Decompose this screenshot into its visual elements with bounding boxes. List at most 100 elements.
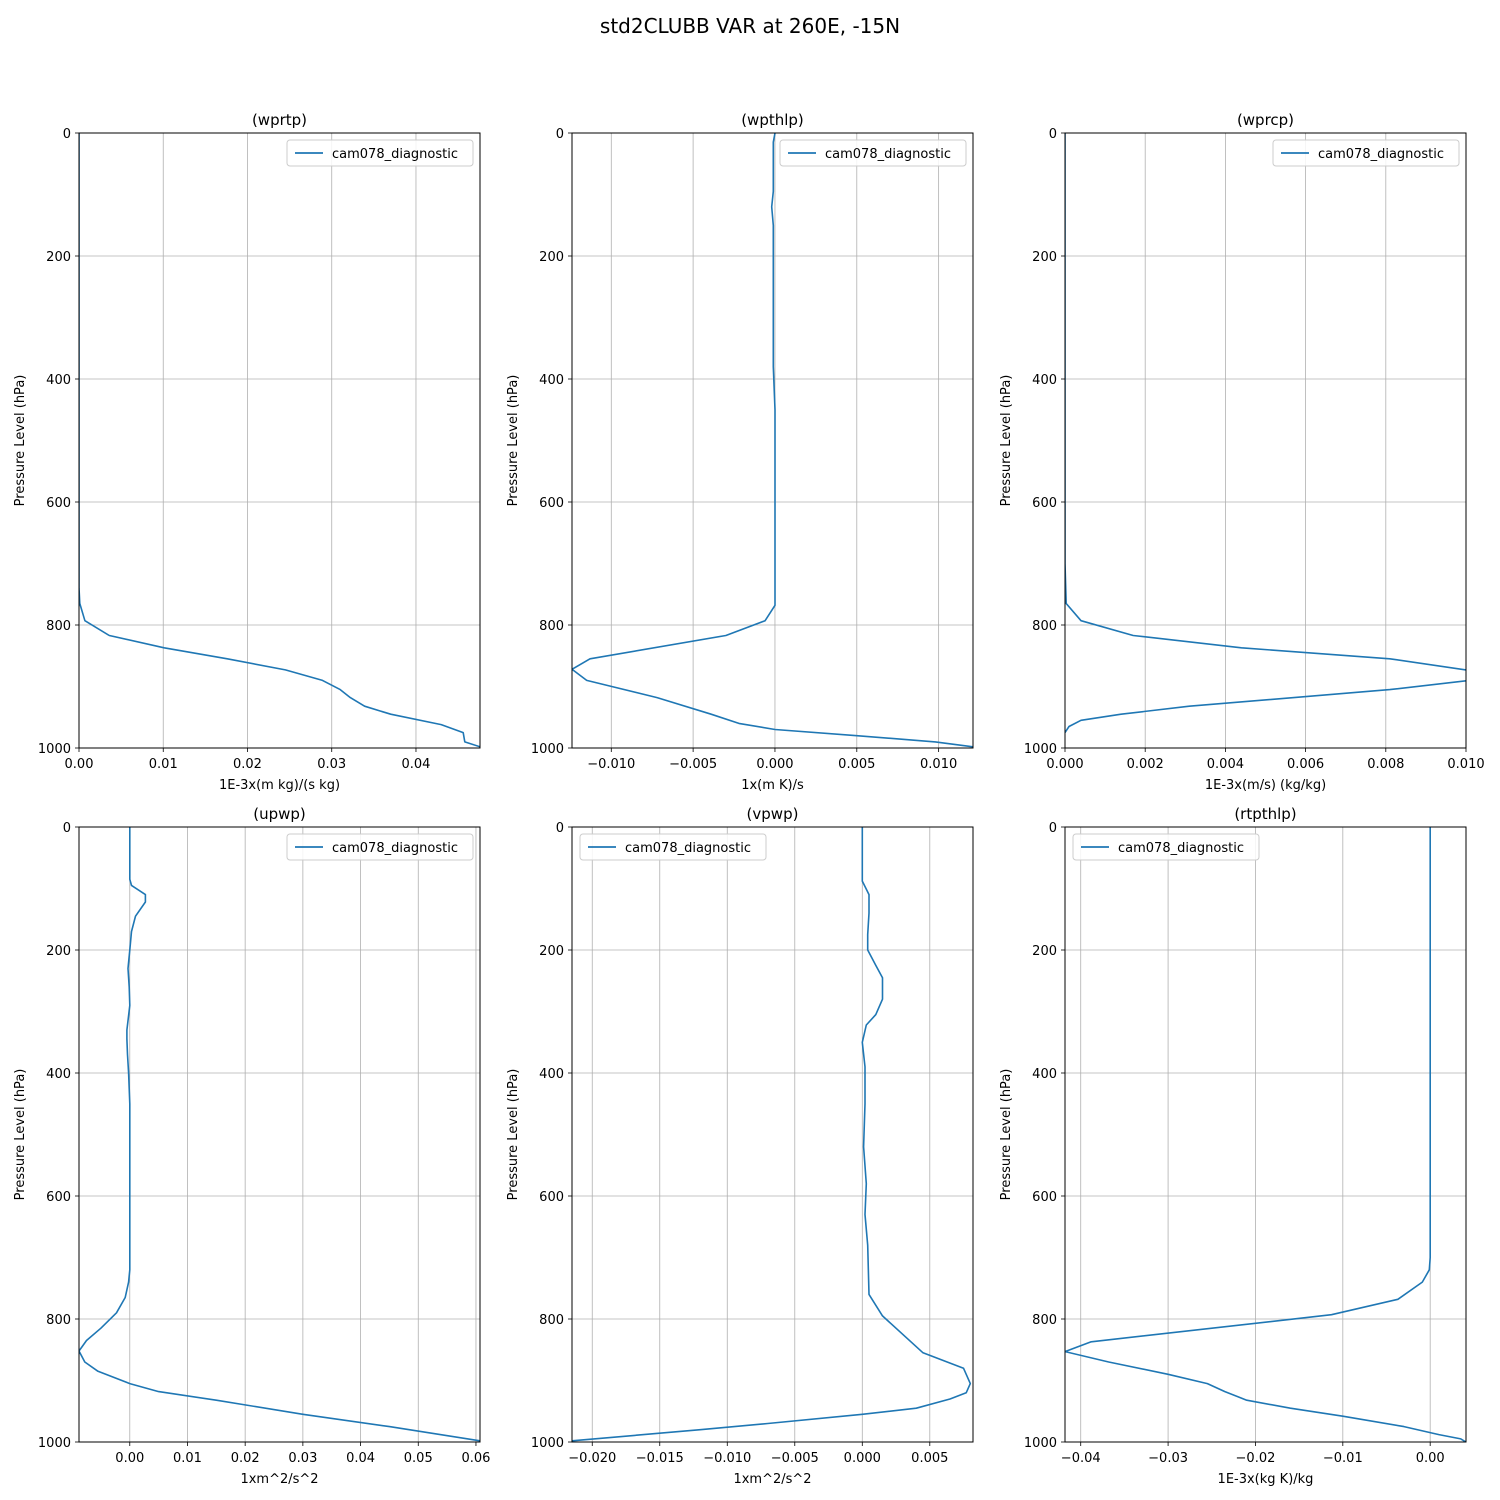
x-tick-label: 0.04 (401, 757, 430, 772)
x-tick-label: 0.000 (1046, 757, 1083, 772)
y-tick-label: 200 (539, 250, 564, 265)
legend-label: cam078_diagnostic (332, 147, 458, 162)
legend: cam078_diagnostic (579, 833, 767, 861)
x-tick-label: 0.06 (461, 1451, 490, 1466)
y-tick-label: 0 (1049, 127, 1057, 142)
y-tick-label: 800 (1032, 619, 1057, 634)
y-tick-label: 400 (46, 373, 71, 388)
panel-title: (wprtp) (252, 111, 307, 129)
y-tick-label: 1000 (1024, 742, 1057, 757)
x-tick-label: −0.03 (1148, 1451, 1188, 1466)
y-tick-label: 600 (539, 496, 564, 511)
plot-frame (78, 826, 481, 1443)
y-tick-label: 800 (539, 619, 564, 634)
legend-box (286, 139, 474, 167)
panel-title: (wpthlp) (741, 111, 804, 129)
legend: cam078_diagnostic (1072, 833, 1260, 861)
legend-label: cam078_diagnostic (825, 147, 951, 162)
y-tick-label: 200 (46, 944, 71, 959)
panel-title: (upwp) (253, 805, 306, 823)
x-tick-label: −0.020 (568, 1451, 616, 1466)
x-tick-label: 0.004 (1207, 757, 1244, 772)
y-axis-label: Pressure Level (hPa) (506, 375, 521, 507)
y-tick-label: 400 (539, 1067, 564, 1082)
x-tick-label: 0.04 (346, 1451, 375, 1466)
plot-frame (1064, 826, 1467, 1443)
x-axis-label: 1E-3x(m kg)/(s kg) (219, 778, 340, 793)
chart-panel: −0.010 −0.005 0.000 0.005 0.010 0 200 400 600 800… (506, 111, 974, 793)
y-axis-label: Pressure Level (hPa) (999, 1069, 1014, 1201)
y-tick-label: 1000 (38, 1436, 71, 1451)
legend-label: cam078_diagnostic (332, 841, 458, 856)
x-tick-label: 0.01 (173, 1451, 202, 1466)
y-tick-label: 200 (1032, 944, 1057, 959)
legend-box (1272, 139, 1460, 167)
y-tick-label: 400 (1032, 373, 1057, 388)
x-tick-label: 0.005 (838, 757, 875, 772)
y-tick-label: 0 (556, 127, 564, 142)
y-tick-label: 1000 (38, 742, 71, 757)
x-axis-label: 1xm^2/s^2 (733, 1472, 811, 1487)
panel-title: (vpwp) (747, 805, 799, 823)
legend-box (286, 833, 474, 861)
x-tick-label: 0.03 (288, 1451, 317, 1466)
figure-title: std2CLUBB VAR at 260E, -15N (599, 14, 901, 38)
chart-panel: 0.00 0.01 0.02 0.03 0.04 0.05 0.06 0 200 400 600 80… (13, 805, 490, 1487)
plot-frame (571, 826, 974, 1443)
x-tick-label: 0.005 (911, 1451, 948, 1466)
x-axis-label: 1x(m K)/s (741, 778, 804, 793)
y-tick-label: 1000 (1024, 1436, 1057, 1451)
series-line (79, 133, 480, 748)
y-axis-label: Pressure Level (hPa) (999, 375, 1014, 507)
y-tick-label: 600 (539, 1190, 564, 1205)
series-line (572, 827, 972, 1442)
x-tick-label: 0.010 (1447, 757, 1484, 772)
y-tick-label: 800 (539, 1313, 564, 1328)
y-tick-label: 1000 (531, 742, 564, 757)
legend-label: cam078_diagnostic (1118, 841, 1244, 856)
x-tick-label: 0.010 (920, 757, 957, 772)
x-tick-label: 0.000 (844, 1451, 881, 1466)
x-tick-label: 0.05 (404, 1451, 433, 1466)
plot-frame (1064, 132, 1467, 749)
legend-box (779, 139, 967, 167)
x-tick-label: −0.015 (636, 1451, 684, 1466)
y-tick-label: 800 (1032, 1313, 1057, 1328)
x-tick-label: −0.005 (771, 1451, 819, 1466)
y-tick-label: 0 (63, 821, 71, 836)
x-tick-label: −0.04 (1061, 1451, 1101, 1466)
x-tick-label: 0.00 (65, 757, 94, 772)
x-tick-label: 0.002 (1127, 757, 1164, 772)
x-tick-label: 0.03 (317, 757, 346, 772)
legend-box (1072, 833, 1260, 861)
y-tick-label: 400 (1032, 1067, 1057, 1082)
x-tick-label: 0.02 (233, 757, 262, 772)
x-axis-label: 1E-3x(m/s) (kg/kg) (1205, 778, 1326, 793)
chart-panel: 0.00 0.01 0.02 0.03 0.04 0 200 400 600 800 1000 (wp… (13, 111, 481, 793)
legend-label: cam078_diagnostic (625, 841, 751, 856)
legend: cam078_diagnostic (1272, 139, 1460, 167)
plot-frame (571, 132, 974, 749)
legend-label: cam078_diagnostic (1318, 147, 1444, 162)
x-axis-label: 1E-3x(kg K)/kg (1218, 1472, 1314, 1487)
x-tick-label: 0.006 (1287, 757, 1324, 772)
y-tick-label: 0 (63, 127, 71, 142)
chart-panel: −0.04 −0.03 −0.02 −0.01 0.00 0 200 400 600 800 100… (999, 805, 1467, 1487)
x-tick-label: 0.008 (1367, 757, 1404, 772)
series-line (1065, 827, 1466, 1442)
y-tick-label: 600 (1032, 1190, 1057, 1205)
y-tick-label: 1000 (531, 1436, 564, 1451)
plot-frame (78, 132, 481, 749)
x-tick-label: 0.00 (1416, 1451, 1445, 1466)
y-axis-label: Pressure Level (hPa) (506, 1069, 521, 1201)
y-tick-label: 200 (1032, 250, 1057, 265)
y-tick-label: 200 (46, 250, 71, 265)
y-tick-label: 600 (1032, 496, 1057, 511)
y-tick-label: 600 (46, 1190, 71, 1205)
panel-title: (rtpthlp) (1234, 805, 1296, 823)
y-tick-label: 400 (539, 373, 564, 388)
y-tick-label: 800 (46, 619, 71, 634)
legend: cam078_diagnostic (286, 139, 474, 167)
legend: cam078_diagnostic (779, 139, 967, 167)
